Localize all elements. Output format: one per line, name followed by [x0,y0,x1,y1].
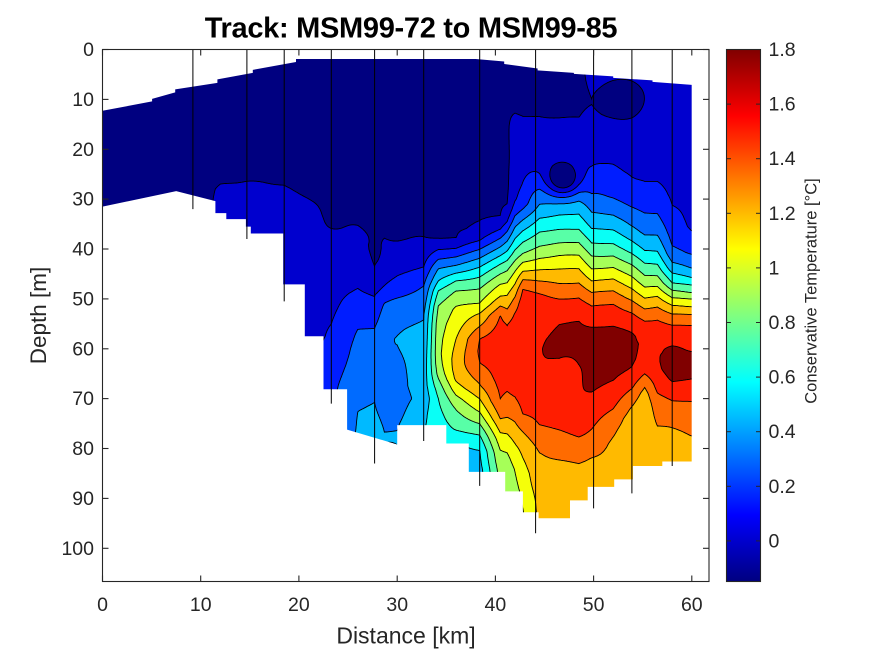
svg-text:0.2: 0.2 [769,476,796,498]
svg-text:1: 1 [769,257,780,279]
svg-text:1.6: 1.6 [769,94,796,116]
svg-text:Conservative Temperature [°C]: Conservative Temperature [°C] [803,178,821,403]
svg-text:Depth [m]: Depth [m] [26,267,51,365]
svg-text:50: 50 [72,288,94,310]
svg-text:0.4: 0.4 [769,421,796,443]
svg-text:30: 30 [386,594,408,616]
svg-text:10: 10 [190,594,212,616]
svg-text:40: 40 [72,239,94,261]
svg-text:20: 20 [72,139,94,161]
svg-text:1.8: 1.8 [769,39,796,61]
svg-text:20: 20 [288,594,310,616]
svg-text:40: 40 [485,594,507,616]
svg-text:100: 100 [61,538,94,560]
svg-text:0: 0 [769,530,780,552]
svg-text:0: 0 [83,39,94,61]
svg-text:Distance [km]: Distance [km] [336,623,475,649]
svg-text:90: 90 [72,488,94,510]
svg-text:60: 60 [72,338,94,360]
svg-text:1.4: 1.4 [769,148,796,170]
svg-text:Track: MSM99-72 to MSM99-85: Track: MSM99-72 to MSM99-85 [205,13,618,45]
svg-text:70: 70 [72,388,94,410]
svg-text:30: 30 [72,189,94,211]
svg-text:60: 60 [681,594,703,616]
svg-text:80: 80 [72,438,94,460]
svg-text:0.6: 0.6 [769,367,796,389]
svg-text:0.8: 0.8 [769,312,796,334]
svg-text:0: 0 [97,594,108,616]
svg-text:10: 10 [72,89,94,111]
svg-text:50: 50 [583,594,605,616]
svg-text:1.2: 1.2 [769,203,796,225]
